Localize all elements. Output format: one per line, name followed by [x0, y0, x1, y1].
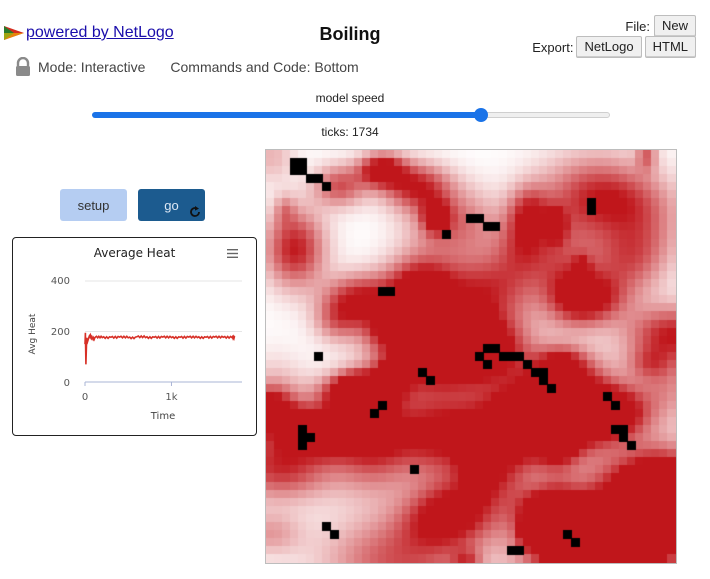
- new-button[interactable]: New: [653, 15, 696, 37]
- heat-field-canvas[interactable]: [266, 150, 676, 563]
- export-netlogo-button[interactable]: NetLogo: [576, 36, 642, 58]
- export-label: Export:: [532, 39, 574, 55]
- commands-code-text: Commands and Code: Bottom: [170, 59, 359, 75]
- page-title: Boiling: [319, 24, 381, 44]
- plot-title: Average Heat: [93, 246, 176, 260]
- slider-thumb[interactable]: [474, 108, 488, 122]
- export-html-button[interactable]: HTML: [644, 36, 696, 58]
- average-heat-series-line: [84, 332, 236, 365]
- model-speed-slider[interactable]: [92, 108, 610, 122]
- setup-button-label: setup: [77, 197, 110, 213]
- slider-track[interactable]: [481, 112, 610, 118]
- file-controls: File: New: [625, 15, 696, 37]
- forever-icon: [190, 206, 200, 217]
- plot-x-axis-label: Time: [150, 411, 175, 422]
- mode-text: Mode: Interactive: [38, 59, 146, 75]
- plot-grid: [84, 280, 242, 386]
- plot-y-axis-label: Avg Heat: [28, 313, 38, 354]
- mode-bar: Mode: Interactive Commands and Code: Bot…: [14, 57, 359, 77]
- go-button-label: go: [164, 197, 179, 213]
- lock-icon[interactable]: [14, 57, 32, 77]
- world-view[interactable]: [265, 149, 677, 564]
- menu-icon[interactable]: [227, 249, 238, 258]
- plot-area: 400 200 0 0 1k Avg Heat Time: [28, 276, 242, 422]
- powered-by-label: powered by NetLogo: [26, 24, 174, 41]
- model-speed-label: model speed: [315, 91, 385, 105]
- x-tick-label: 0: [82, 392, 88, 403]
- go-button[interactable]: go: [138, 189, 205, 221]
- average-heat-plot: Average Heat 400 200 0 0 1k Avg Heat Tim…: [12, 237, 257, 436]
- netlogo-logo-icon: [4, 26, 24, 40]
- y-tick-label: 0: [64, 378, 70, 389]
- file-label: File:: [625, 18, 650, 34]
- x-tick-labels: 0 1k: [82, 392, 178, 403]
- setup-button[interactable]: setup: [60, 189, 127, 221]
- y-tick-label: 200: [51, 327, 70, 338]
- export-controls: Export: NetLogo HTML: [532, 36, 696, 58]
- ticks-counter: ticks: 1734: [321, 125, 379, 139]
- y-tick-labels: 400 200 0: [51, 276, 70, 389]
- y-tick-label: 400: [51, 276, 70, 287]
- x-tick-label: 1k: [165, 392, 177, 403]
- powered-by-netlogo-link[interactable]: powered by NetLogo: [4, 24, 174, 42]
- slider-fill: [92, 112, 481, 118]
